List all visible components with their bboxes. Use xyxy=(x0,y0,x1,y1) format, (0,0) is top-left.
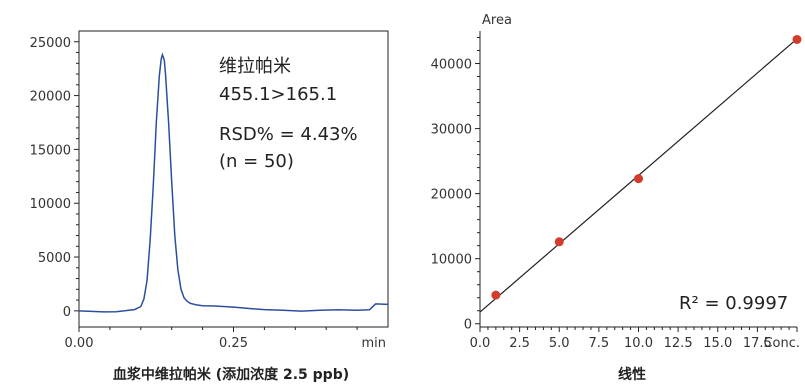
chromatogram-trace xyxy=(78,52,389,313)
calibration-x-tick-label: 10.0 xyxy=(624,336,653,351)
calibration-y-tick-label: 0 xyxy=(464,318,472,333)
chromatogram-y-tick-label: 25000 xyxy=(30,36,71,51)
calibration-chart: Area 0 10000 20000 30000 40000 0.0 2.5 5.0 7.5 1… xyxy=(431,13,802,383)
calibration-x-tick-label: 15.0 xyxy=(703,336,732,351)
calibration-point xyxy=(792,34,802,44)
chromatogram-x-unit: min xyxy=(361,336,386,351)
calibration-y-axis-label: Area xyxy=(482,13,512,28)
chromatogram-x-tick-label: 0.00 xyxy=(65,336,94,351)
calibration-y-tick-label: 30000 xyxy=(431,123,472,138)
chromatogram-chart: 0 5000 10000 15000 20000 25000 0.00 0.25 min 维拉… xyxy=(30,30,389,383)
chromatogram-annotation: 维拉帕米 455.1>165.1 RSD% = 4.43% (n = 50) xyxy=(219,56,358,172)
calibration-x-tick-label: 12.5 xyxy=(664,336,693,351)
chromatogram-annotation-line: RSD% = 4.43% xyxy=(219,124,358,145)
calibration-point xyxy=(634,174,643,184)
chromatogram-annotation-line: 维拉帕米 xyxy=(219,56,291,77)
chromatogram-y-tick-label: 20000 xyxy=(30,90,71,105)
calibration-point xyxy=(554,237,564,247)
calibration-y-axis: 0 10000 20000 30000 40000 xyxy=(431,37,480,333)
calibration-y-tick-label: 10000 xyxy=(431,253,472,268)
chromatogram-y-tick-label: 15000 xyxy=(30,143,71,158)
calibration-x-tick-label: Conc. xyxy=(763,336,800,351)
chromatogram-annotation-line: (n = 50) xyxy=(219,151,294,172)
calibration-points xyxy=(491,34,802,300)
chromatogram-y-tick-label: 0 xyxy=(63,305,71,320)
chromatogram-x-tick-label: 0.25 xyxy=(219,336,248,351)
calibration-y-tick-label: 20000 xyxy=(431,188,472,203)
chromatogram-caption: 血浆中维拉帕米 (添加浓度 2.5 ppb) xyxy=(113,366,349,383)
r-squared-label: R² = 0.9997 xyxy=(679,293,788,314)
chromatogram-y-axis: 0 5000 10000 15000 20000 25000 xyxy=(30,36,79,320)
calibration-point xyxy=(491,290,501,300)
calibration-x-tick-label: 5.0 xyxy=(549,336,570,351)
calibration-x-tick-label: 2.5 xyxy=(509,336,530,351)
chromatogram-annotation-line: 455.1>165.1 xyxy=(219,84,337,105)
chromatogram-y-tick-label: 5000 xyxy=(38,251,71,266)
chromatogram-x-axis: 0.00 0.25 min xyxy=(65,327,386,351)
calibration-x-tick-label: 7.5 xyxy=(589,336,610,351)
calibration-x-tick-label: 17.5 xyxy=(743,336,772,351)
chromatogram-y-tick-label: 10000 xyxy=(30,197,71,212)
calibration-x-tick-label: 0.0 xyxy=(470,336,491,351)
calibration-caption: 线性 xyxy=(618,366,646,383)
calibration-y-tick-label: 40000 xyxy=(431,58,472,73)
